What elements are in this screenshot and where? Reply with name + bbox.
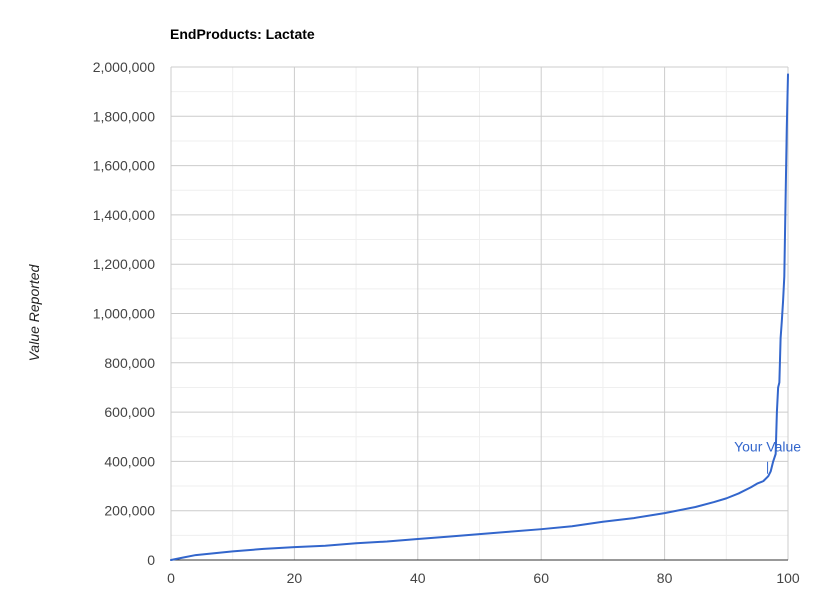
x-tick-label: 0 [167, 570, 175, 586]
y-tick-label: 1,800,000 [93, 108, 155, 124]
y-axis-ticks: 0 200,000 400,000 600,000 800,000 1,000,000 1,… [93, 59, 156, 568]
annotation-label: Your Value [734, 439, 801, 455]
series-line-0 [170, 73, 789, 561]
y-axis-label: Value Reported [26, 263, 42, 361]
y-tick-label: 800,000 [104, 355, 155, 371]
y-tick-label: 1,200,000 [93, 256, 155, 272]
x-axis-ticks: 0 20 40 60 80 100 [167, 570, 800, 586]
x-tick-label: 60 [533, 570, 549, 586]
x-tick-label: 40 [410, 570, 426, 586]
y-tick-label: 1,600,000 [93, 158, 155, 174]
minor-grid [171, 67, 788, 560]
x-tick-label: 80 [657, 570, 673, 586]
x-tick-label: 100 [776, 570, 800, 586]
y-tick-label: 1,400,000 [93, 207, 155, 223]
x-tick-label: 20 [287, 570, 303, 586]
y-tick-label: 2,000,000 [93, 59, 155, 75]
y-tick-label: 600,000 [104, 404, 155, 420]
y-tick-label: 0 [147, 552, 155, 568]
y-tick-label: 200,000 [104, 503, 155, 519]
series-layer [170, 73, 789, 561]
annotation-layer: Your Value [734, 439, 801, 474]
y-tick-label: 1,000,000 [93, 306, 155, 322]
chart-title: EndProducts: Lactate [170, 26, 315, 42]
y-tick-label: 400,000 [104, 453, 155, 469]
